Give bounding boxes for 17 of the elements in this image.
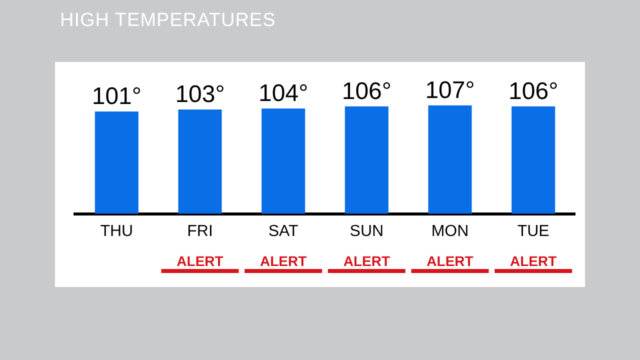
data-label: 106° [508,78,558,106]
data-label: 104° [258,80,308,108]
x-tick-label: SAT [268,222,299,240]
data-label: 106° [342,78,392,106]
x-tick-label: SUN [350,222,384,240]
text: ALERT [343,252,390,269]
text: ALERT [510,252,558,269]
text: ALERT [176,252,224,269]
x-tick-label: THU [100,222,134,240]
text: ALERT [426,252,474,269]
data-label: 103° [175,81,225,108]
x-tick-label: FRI [187,222,213,240]
data-label: 107° [425,77,475,104]
data-label: 101° [92,83,142,110]
x-tick-label: TUE [517,222,550,240]
x-tick-label: MON [431,222,469,240]
text: ALERT [260,252,308,269]
